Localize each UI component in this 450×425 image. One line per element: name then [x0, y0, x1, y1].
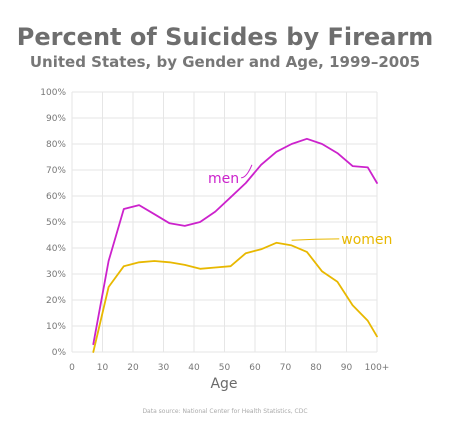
x-tick-label: 20: [127, 363, 139, 373]
series-labels: men women: [208, 164, 392, 248]
series-line-men: [92, 137, 378, 346]
x-axis-label: Age: [210, 376, 237, 392]
x-tick-label: 10: [97, 363, 109, 373]
data-source-note: Data source: National Center for Health …: [142, 408, 307, 415]
y-axis-ticks: 0% 10% 20% 30% 40% 50% 60% 70% 80% 90% 100%: [40, 88, 66, 358]
grid: [71, 91, 378, 353]
series-label-women: women: [341, 232, 392, 248]
x-tick-label: 50: [219, 363, 231, 373]
y-tick-label: 60%: [46, 192, 66, 202]
series-line-women: [92, 241, 378, 353]
x-tick-label: 90: [341, 363, 353, 373]
x-tick-label: 80: [310, 363, 322, 373]
x-tick-label: 40: [188, 363, 200, 373]
chart-subtitle: United States, by Gender and Age, 1999–2…: [30, 53, 420, 71]
series-lines: [92, 137, 378, 353]
leader-line-women: [291, 238, 340, 241]
x-tick-label: 60: [249, 363, 261, 373]
y-tick-label: 40%: [46, 244, 66, 254]
x-axis-ticks: 0 10 20 30 40 50 60 70 80 90 100+: [69, 363, 389, 373]
y-tick-label: 100%: [40, 88, 66, 98]
x-tick-label: 70: [280, 363, 292, 373]
leader-line-men: [241, 164, 253, 179]
y-tick-label: 20%: [46, 296, 66, 306]
y-tick-label: 0%: [52, 348, 67, 358]
series-label-men: men: [208, 171, 239, 187]
chart-title: Percent of Suicides by Firearm: [17, 23, 434, 51]
y-tick-label: 70%: [46, 166, 66, 176]
y-tick-label: 10%: [46, 322, 66, 332]
x-tick-label: 100+: [365, 363, 390, 373]
x-tick-label: 0: [69, 363, 75, 373]
y-tick-label: 30%: [46, 270, 66, 280]
y-tick-label: 90%: [46, 114, 66, 124]
x-tick-label: 30: [158, 363, 170, 373]
y-tick-label: 80%: [46, 140, 66, 150]
y-tick-label: 50%: [46, 218, 66, 228]
